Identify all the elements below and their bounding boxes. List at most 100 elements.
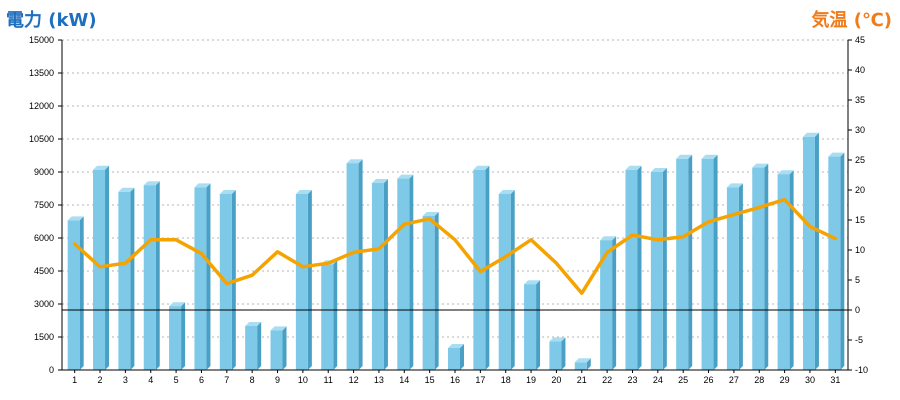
bar-side <box>814 132 819 370</box>
bar-top <box>67 216 84 221</box>
bar <box>321 264 334 370</box>
bar-side <box>307 190 312 370</box>
left-tick-label: 7500 <box>34 200 54 210</box>
bar <box>650 172 663 370</box>
bar <box>752 167 765 370</box>
bar <box>118 191 131 370</box>
left-tick-label: 4500 <box>34 266 54 276</box>
x-tick-label: 5 <box>174 375 179 385</box>
x-tick-label: 4 <box>148 375 153 385</box>
bar <box>397 178 410 370</box>
x-tick-label: 25 <box>678 375 688 385</box>
bar-side <box>105 165 110 370</box>
bar-top <box>549 337 566 342</box>
left-tick-label: 0 <box>49 365 54 375</box>
bar-top <box>574 358 591 363</box>
bar-side <box>662 168 667 370</box>
temperature-line <box>72 197 838 295</box>
x-tick-label: 3 <box>123 375 128 385</box>
bar-side <box>738 183 743 370</box>
bar-top <box>777 170 794 175</box>
bar <box>549 341 562 370</box>
bar <box>169 306 182 370</box>
bar-top <box>371 179 388 183</box>
bar-top <box>524 280 541 285</box>
bar <box>245 326 258 370</box>
x-tick-label: 18 <box>501 375 511 385</box>
x-tick-label: 21 <box>577 375 587 385</box>
x-tick-label: 29 <box>780 375 790 385</box>
bar <box>448 348 460 370</box>
x-tick-label: 20 <box>551 375 561 385</box>
bar <box>802 136 815 370</box>
bar-top <box>625 165 642 170</box>
bar-top <box>397 174 414 179</box>
x-tick-label: 6 <box>199 375 204 385</box>
bar-top <box>600 236 617 241</box>
bar-side <box>713 154 718 370</box>
bar-side <box>434 212 439 370</box>
bar-top <box>346 159 363 164</box>
x-tick-label: 31 <box>830 375 840 385</box>
x-tick-label: 2 <box>98 375 103 385</box>
x-tick-label: 15 <box>425 375 435 385</box>
x-tick-label: 9 <box>275 375 280 385</box>
x-tick-label: 26 <box>704 375 714 385</box>
bar-top <box>143 181 160 186</box>
bar <box>67 220 80 370</box>
bar-top <box>270 326 287 331</box>
bar <box>600 240 613 370</box>
bar <box>194 187 207 370</box>
left-tick-label: 15000 <box>29 35 54 45</box>
right-tick-label: -5 <box>855 335 863 345</box>
bar-side <box>383 179 388 370</box>
bar <box>422 216 435 370</box>
bar-side <box>612 236 617 370</box>
bar-side <box>358 159 363 370</box>
x-tick-label: 13 <box>374 375 384 385</box>
bar-side <box>637 165 642 370</box>
bar-top <box>498 190 515 194</box>
bar-side <box>840 152 845 370</box>
left-tick-label: 3000 <box>34 299 54 309</box>
right-tick-label: 10 <box>855 245 865 255</box>
right-tick-label: 0 <box>855 305 860 315</box>
bar <box>270 330 283 370</box>
bar-side <box>409 174 414 370</box>
bar-top <box>295 190 312 194</box>
x-tick-label: 8 <box>250 375 255 385</box>
right-tick-label: 35 <box>855 95 865 105</box>
bar-side <box>206 183 211 370</box>
bar-top <box>448 344 464 348</box>
bars-layer <box>67 132 845 370</box>
x-tick-label: 16 <box>450 375 460 385</box>
bar-top <box>169 302 186 307</box>
x-tick-label: 19 <box>526 375 536 385</box>
bar <box>701 158 714 370</box>
bar-side <box>688 154 693 370</box>
bar-side <box>155 181 160 370</box>
bar-top <box>422 212 439 216</box>
left-tick-label: 9000 <box>34 167 54 177</box>
bar-side <box>586 358 591 370</box>
left-tick-label: 1500 <box>34 332 54 342</box>
bar-side <box>257 322 262 370</box>
x-tick-label: 14 <box>399 375 409 385</box>
right-tick-label: -10 <box>855 365 868 375</box>
bar-top <box>676 154 693 159</box>
x-tick-label: 28 <box>754 375 764 385</box>
bar-top <box>219 190 236 194</box>
bar <box>346 163 359 370</box>
right-tick-label: 20 <box>855 185 865 195</box>
temperature-line-layer <box>72 197 838 295</box>
bar-side <box>282 326 287 370</box>
bar-top <box>828 152 845 157</box>
axes-layer: 0 1500 3000 4500 6000 7500 9000 10500 12000 13500… <box>29 35 868 385</box>
right-axis-title: 気温 (℃) <box>811 10 892 31</box>
x-tick-label: 10 <box>298 375 308 385</box>
bar-side <box>510 190 515 370</box>
left-tick-label: 13500 <box>29 68 54 78</box>
bar-side <box>561 337 566 370</box>
